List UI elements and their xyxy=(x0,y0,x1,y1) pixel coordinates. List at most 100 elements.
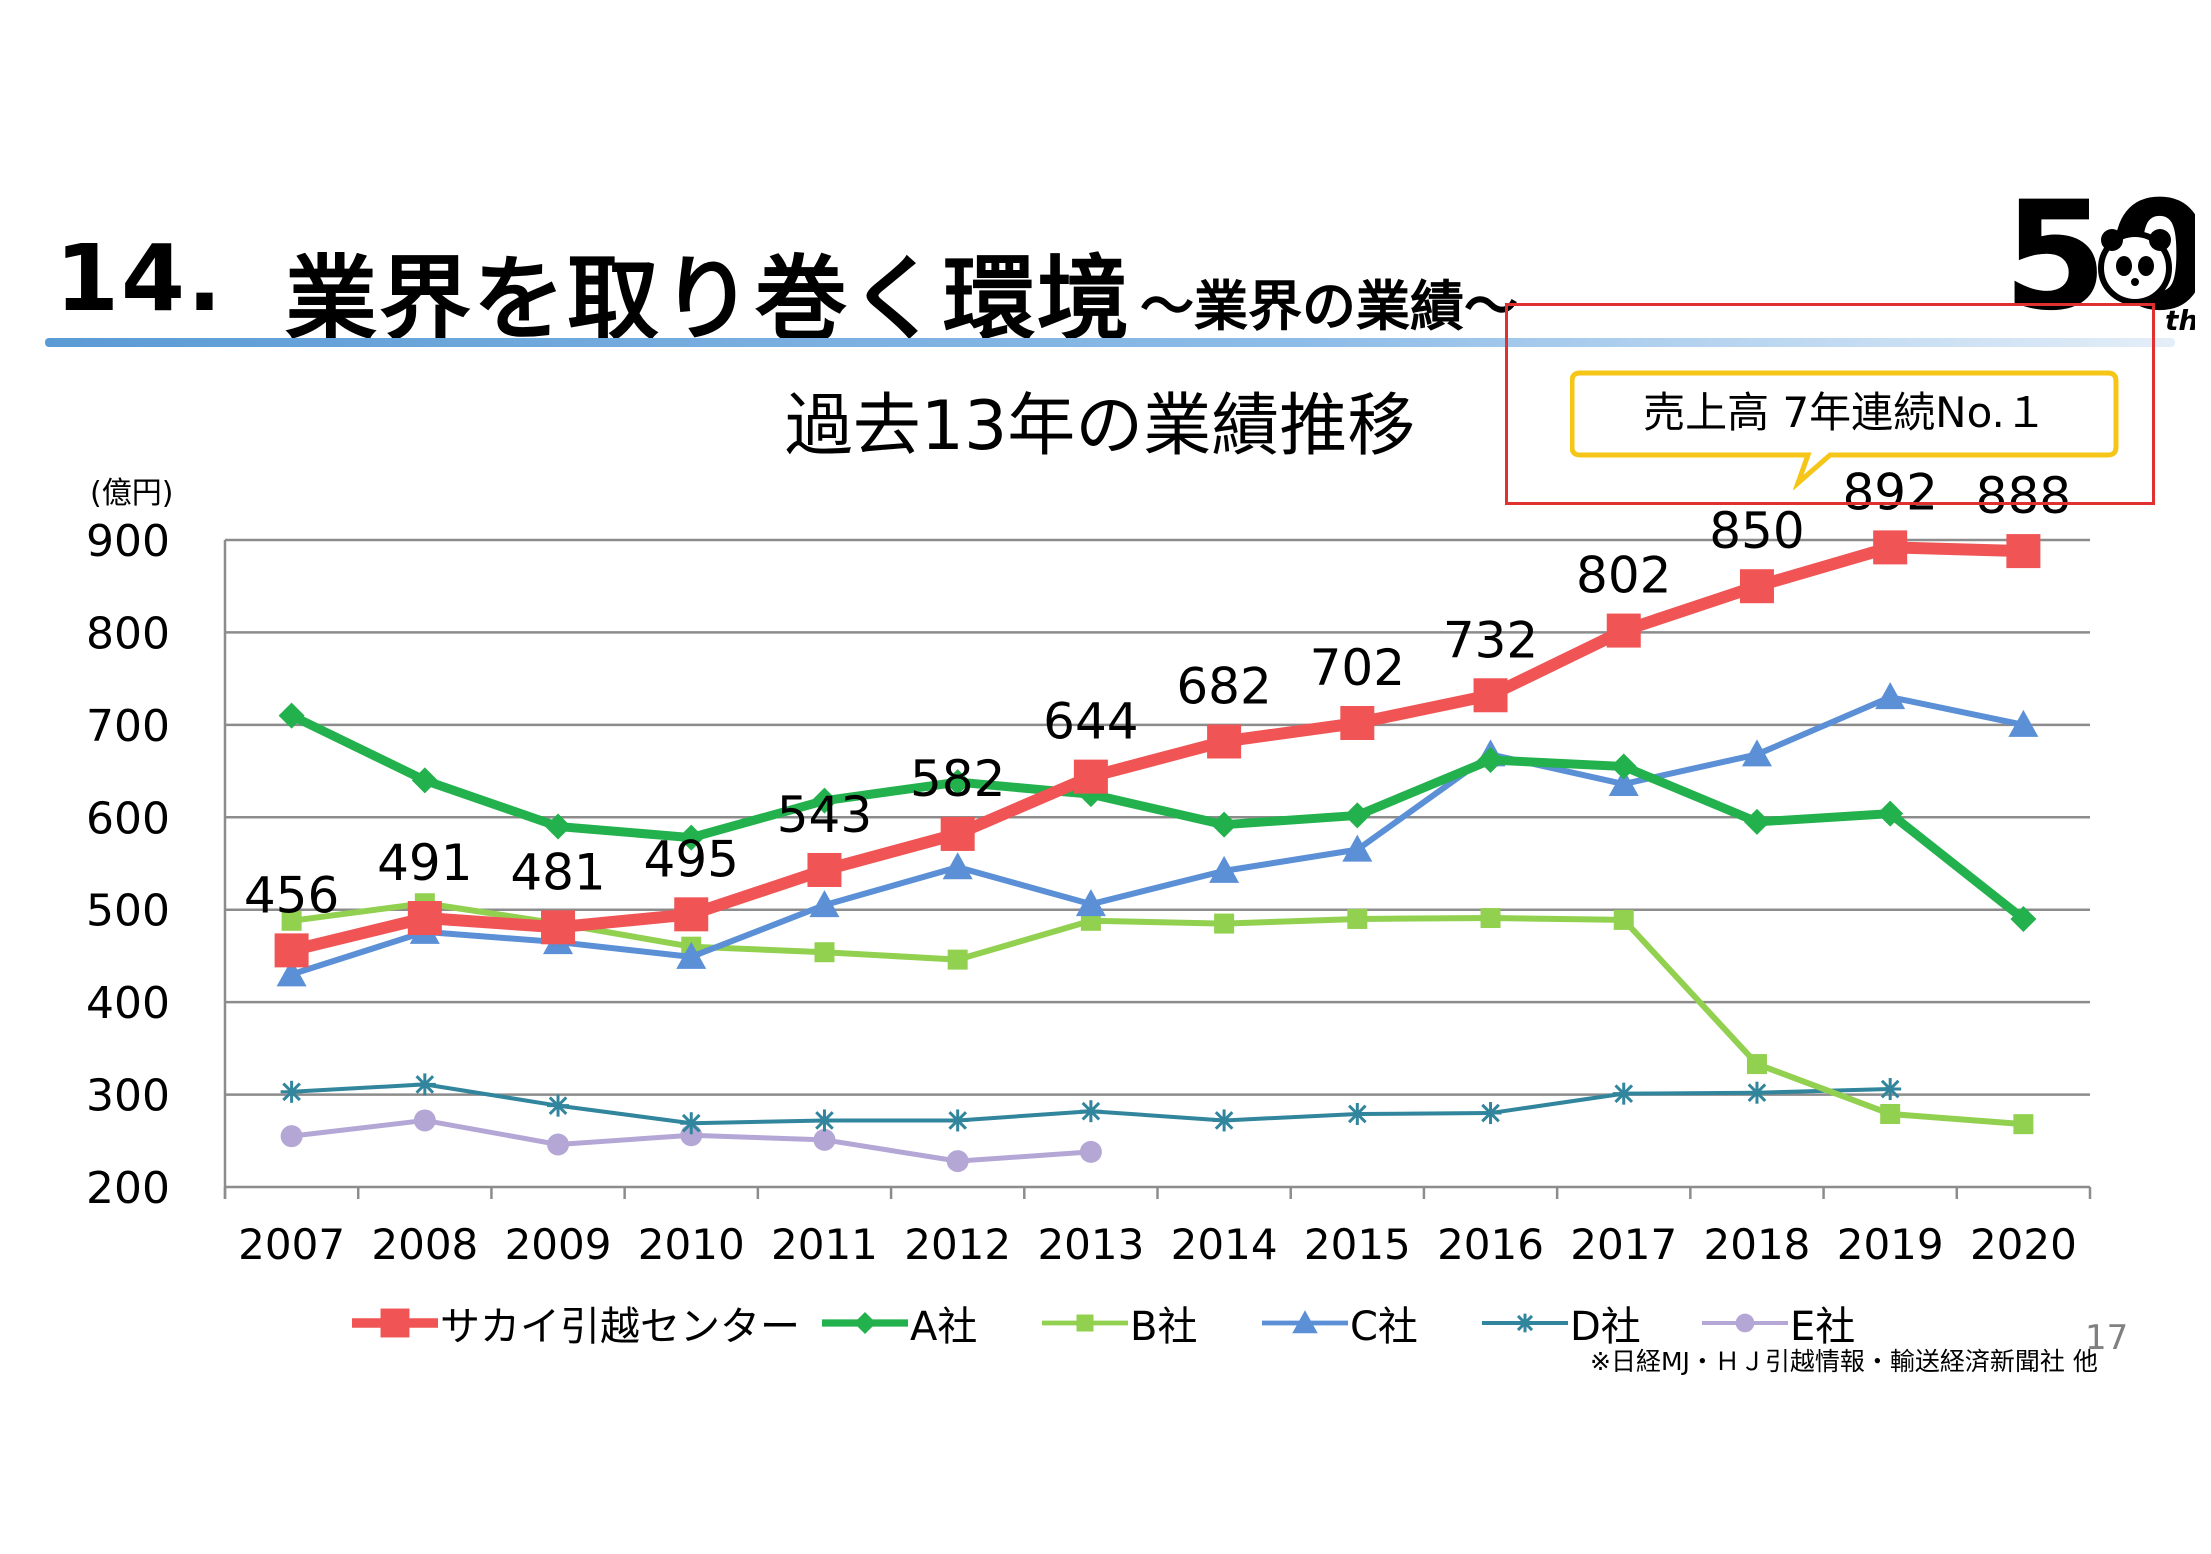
series-3 xyxy=(276,682,2039,987)
data-label: 456 xyxy=(244,866,339,924)
slide-title: 業界を取り巻く環境 xyxy=(285,246,1132,353)
data-point xyxy=(1741,739,1772,767)
data-point xyxy=(1743,808,1770,835)
y-tick-label: 700 xyxy=(86,701,170,752)
series-5 xyxy=(280,1109,1102,1173)
data-point xyxy=(1613,909,1634,930)
series-line xyxy=(289,711,2027,923)
legend-marker xyxy=(1076,1314,1094,1332)
y-tick-label: 400 xyxy=(86,978,170,1029)
data-point xyxy=(1473,678,1508,713)
x-tick-label: 2013 xyxy=(1037,1220,1144,1269)
data-point xyxy=(676,941,707,969)
data-point xyxy=(1610,753,1637,780)
x-tick-label: 2008 xyxy=(371,1220,478,1269)
legend-marker xyxy=(380,1308,410,1338)
data-point xyxy=(807,852,842,887)
data-label: 582 xyxy=(910,750,1005,808)
data-point xyxy=(940,816,975,851)
x-tick-label: 2014 xyxy=(1171,1220,1278,1269)
logo-suffix: th xyxy=(2165,304,2195,337)
legend-swatch xyxy=(352,1308,438,1338)
data-point xyxy=(413,1073,436,1096)
data-label: 644 xyxy=(1043,693,1138,751)
data-point xyxy=(813,1109,836,1132)
data-point xyxy=(2006,534,2041,569)
line-chart: 200 300 400 500 600 700 800 900 2007 2008 2009 2010… xyxy=(86,463,2092,1269)
data-point xyxy=(947,949,968,970)
data-point xyxy=(547,1094,570,1117)
data-point xyxy=(541,910,576,945)
y-tick-label: 900 xyxy=(86,516,170,567)
legend-label: D社 xyxy=(1570,1304,1641,1350)
data-label: 850 xyxy=(1709,502,1804,560)
y-tick-label: 600 xyxy=(86,793,170,844)
callout-text: 売上高 7年連続No.１ xyxy=(1643,388,2047,437)
data-label: 543 xyxy=(777,786,872,844)
data-point xyxy=(1746,1054,1767,1075)
data-point xyxy=(1875,682,1906,710)
x-tick-label: 2012 xyxy=(904,1220,1011,1269)
data-point xyxy=(811,787,838,814)
data-point xyxy=(674,897,709,932)
data-label: 732 xyxy=(1443,611,1538,669)
data-point xyxy=(1075,889,1106,917)
data-point xyxy=(942,852,973,880)
data-point xyxy=(814,942,835,963)
legend-marker xyxy=(1735,1313,1755,1333)
data-point xyxy=(1207,724,1242,759)
data-point xyxy=(678,824,705,851)
callout-bubble: 売上高 7年連続No.１ xyxy=(1570,370,2119,490)
legend-label: A社 xyxy=(910,1304,978,1350)
data-point xyxy=(1344,802,1371,829)
data-point xyxy=(1877,800,1904,827)
data-point xyxy=(280,1125,303,1148)
legend-label: C社 xyxy=(1350,1304,1418,1350)
legend-item: E社 xyxy=(1700,1298,1855,1350)
legend-item: B社 xyxy=(1040,1298,1197,1350)
x-tick-label: 2007 xyxy=(238,1220,345,1269)
data-point xyxy=(1346,1102,1369,1125)
data-point xyxy=(809,890,840,918)
legend-swatch xyxy=(822,1311,908,1335)
data-point xyxy=(411,767,438,794)
y-tick-label: 500 xyxy=(86,886,170,937)
data-point xyxy=(1342,834,1373,862)
data-point xyxy=(1873,530,1908,565)
data-point xyxy=(274,933,309,968)
x-tick-label: 2017 xyxy=(1570,1220,1677,1269)
slide-subtitle: ～業界の業績～ xyxy=(1140,275,1518,338)
data-point xyxy=(413,1109,436,1132)
data-point xyxy=(1479,1102,1502,1125)
x-tick-label: 2011 xyxy=(771,1220,878,1269)
source-note: ※日経MJ・ＨＪ引越情報・輸送経済新聞社 他 xyxy=(1590,1347,2098,1376)
data-point xyxy=(2013,1114,2034,1135)
x-tick-label: 2020 xyxy=(1970,1220,2077,1269)
data-point xyxy=(278,702,305,729)
slide-number-title: 14. xyxy=(55,225,224,332)
series-0 xyxy=(274,530,2041,968)
legend-item: C社 xyxy=(1260,1298,1418,1350)
data-point xyxy=(547,1133,570,1156)
data-point xyxy=(1340,706,1375,741)
data-point xyxy=(1213,1109,1236,1132)
page-number: 17 xyxy=(2085,1318,2129,1358)
data-label: 892 xyxy=(1842,463,1937,521)
legend-item: A社 xyxy=(820,1298,977,1350)
y-tick-label: 200 xyxy=(86,1163,170,1214)
data-point xyxy=(1739,569,1774,604)
data-point xyxy=(545,813,572,840)
x-tick-label: 2009 xyxy=(505,1220,612,1269)
series-1 xyxy=(278,702,2037,932)
legend-marker xyxy=(1292,1310,1318,1334)
x-tick-label: 2018 xyxy=(1704,1220,1811,1269)
legend-swatch xyxy=(1702,1313,1788,1333)
data-point xyxy=(1073,759,1108,794)
data-point xyxy=(2010,905,2037,932)
highlight-box xyxy=(1505,303,2155,505)
title-underline xyxy=(45,338,2175,347)
data-point xyxy=(407,901,442,936)
legend-swatch xyxy=(1482,1313,1568,1333)
y-tick-label: 300 xyxy=(86,1071,170,1122)
x-tick-label: 2019 xyxy=(1837,1220,1944,1269)
